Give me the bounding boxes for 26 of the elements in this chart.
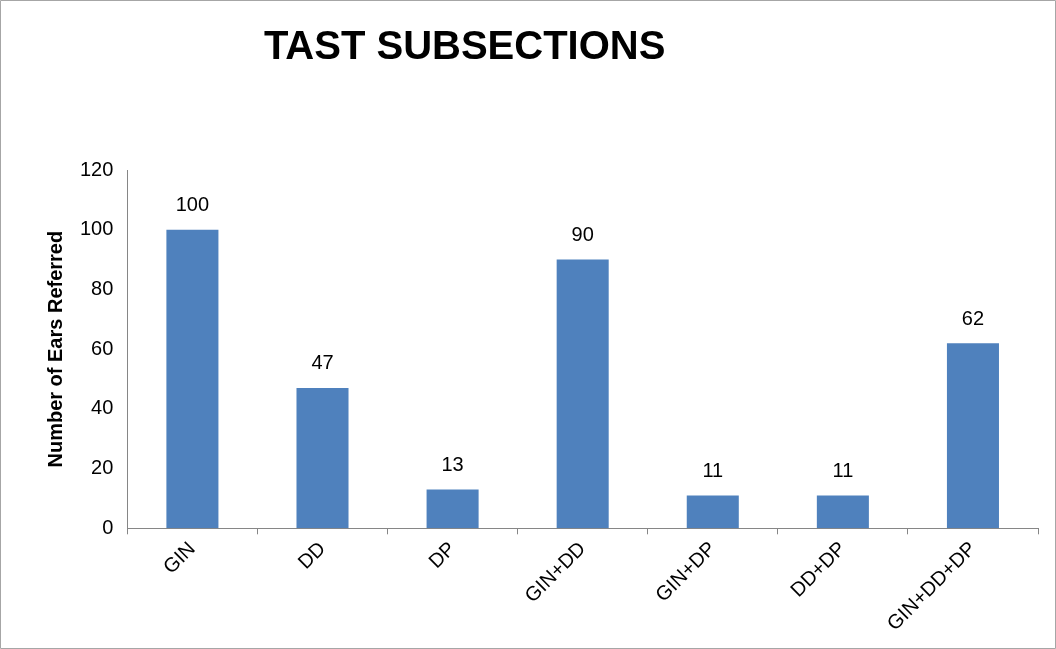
y-tick-label: 80 [91,276,114,299]
y-tick-label: 20 [91,456,114,479]
data-label: 13 [441,453,464,475]
y-tick-label: 60 [91,336,114,359]
chart-title: TAST SUBSECTIONS [263,23,666,68]
bar [816,495,869,529]
y-tick-label: 120 [79,157,114,180]
y-axis-title: Number of Ears Referred [43,230,66,468]
bar [946,343,999,529]
y-tick-label: 40 [91,396,114,419]
x-tick-label: DP [424,536,460,573]
bar [556,259,609,529]
x-tick-label: DD [293,536,330,573]
data-label: 90 [571,223,594,246]
data-label: 11 [832,458,854,481]
data-label: 11 [702,458,724,481]
bar [426,489,479,529]
data-label: 47 [311,351,334,374]
data-label: 100 [175,193,210,216]
y-tick-label: 100 [79,217,114,240]
bar [166,229,219,529]
bar [296,387,349,529]
x-tick-label: GIN [158,536,200,578]
data-label: 62 [961,306,985,329]
y-tick-label: 0 [102,515,114,538]
bar [686,495,739,529]
